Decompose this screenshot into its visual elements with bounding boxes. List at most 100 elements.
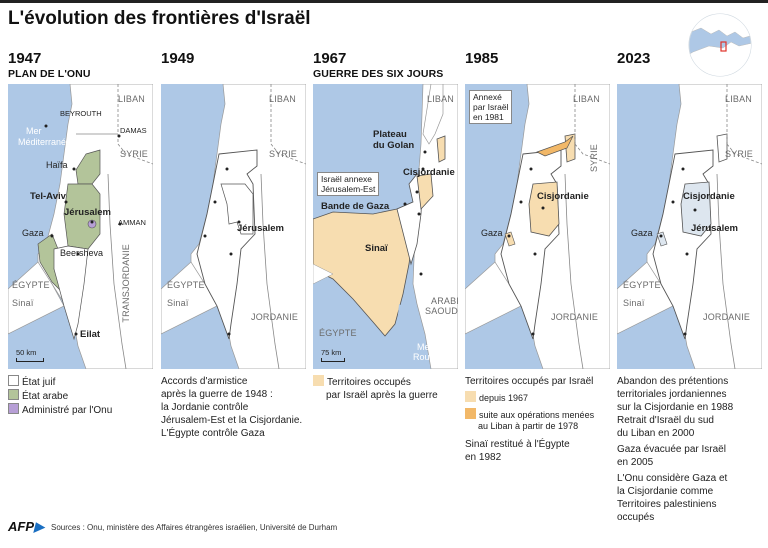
legend-item: État juif	[8, 375, 112, 389]
label-jerusalem: Jérusalem	[237, 223, 285, 234]
note-line: Sinaï restitué à l'Égypte	[465, 439, 570, 450]
callout-line-1: Israël annexe	[321, 174, 373, 184]
note-line: sur la Cisjordanie en 1988	[617, 402, 734, 413]
label-mediterranee: Méditerranée	[18, 137, 72, 147]
label-liban: LIBAN	[427, 94, 455, 104]
afp-brand: AFP	[8, 519, 34, 534]
year-2023: 2023	[617, 50, 651, 67]
label-syrie: SYRIE	[120, 149, 149, 159]
legend-label: État juif	[22, 377, 56, 388]
legend-item: Territoires occupés	[313, 375, 438, 389]
legend-item: État arabe	[8, 389, 112, 403]
swatch-etat-arabe	[8, 389, 19, 400]
label-syrie: SYRIE	[589, 144, 599, 173]
note-line: Accords d'armistice	[161, 376, 248, 387]
sources: Sources : Onu, ministère des Affaires ét…	[51, 523, 338, 532]
legend-title: Territoires occupés par Israël	[465, 376, 594, 387]
map-1967: LIBAN Plateau du Golan Cisjordanie Israë…	[313, 84, 458, 369]
legend-label: depuis 1967	[479, 393, 529, 403]
callout-line-3: en 1981	[473, 112, 504, 122]
label-cisjordanie: Cisjordanie	[683, 191, 735, 202]
label-liban: LIBAN	[269, 94, 297, 104]
label-beersheva: Beersheva	[60, 248, 104, 258]
legend-item: depuis 1967	[465, 391, 594, 405]
subtitle-1967: GUERRE DES SIX JOURS	[313, 68, 444, 80]
swatch-liban-1978	[465, 408, 476, 419]
label-cisjordanie: Cisjordanie	[537, 191, 589, 202]
label-syrie: SYRIE	[269, 149, 298, 159]
year-1967: 1967	[313, 50, 347, 67]
label-egypte: ÉGYPTE	[167, 280, 205, 290]
swatch-etat-juif	[8, 375, 19, 386]
scale-bar	[321, 358, 345, 362]
label-cisjordanie: Cisjordanie	[403, 167, 455, 178]
label-liban: LIBAN	[118, 94, 146, 104]
note-line: Gaza évacuée par Israël	[617, 444, 726, 455]
label-syrie: SYRIE	[725, 149, 754, 159]
note-line: Retrait d'Israël du sud	[617, 415, 714, 426]
label-jordanie: JORDANIE	[551, 312, 599, 322]
note-line: la Jordanie contrôle	[161, 402, 249, 413]
map-2023: LIBAN SYRIE Cisjordanie Gaza Jérusalem É…	[617, 84, 762, 369]
swatch-depuis-1967	[465, 391, 476, 402]
label-jordanie: JORDANIE	[251, 312, 299, 322]
legend-item: suite aux opérations menées	[465, 408, 594, 421]
label-sinai: Sinaï	[12, 298, 34, 308]
note-line: Abandon des prétentions	[617, 376, 729, 387]
label-mer: Mer	[26, 126, 42, 136]
label-beyrouth: BEYROUTH	[60, 109, 102, 118]
swatch-occupe-1967	[313, 375, 324, 386]
top-rule	[0, 0, 768, 3]
legend-label-cont: au Liban à partir de 1978	[478, 421, 579, 431]
legend-label: Administré par l'Onu	[22, 405, 113, 416]
year-1949: 1949	[161, 50, 195, 67]
subtitle-1947: PLAN DE L'ONU	[8, 68, 91, 80]
callout-annexe-golan: Annexé par Israël en 1981	[469, 90, 513, 124]
year-1985: 1985	[465, 50, 499, 67]
legend-item: Administré par l'Onu	[8, 403, 112, 417]
legend-1947: État juif État arabe Administré par l'On…	[8, 375, 112, 417]
note-line: en 2005	[617, 457, 654, 468]
note-line: L'Onu considère Gaza et	[617, 473, 728, 484]
note-line: après la guerre de 1948 :	[161, 389, 273, 400]
callout-line-1: Annexé	[473, 92, 502, 102]
globe-locator-map	[688, 13, 752, 77]
note-line: la Cisjordanie comme	[617, 486, 714, 497]
afp-logo-mark: ▶	[34, 519, 44, 534]
label-jerusalem: Jérusalem	[64, 207, 112, 218]
label-bande-gaza: Bande de Gaza	[321, 201, 390, 212]
label-sinai: Sinaï	[167, 298, 189, 308]
label-eilat: Eilat	[80, 329, 101, 340]
note-line: Jérusalem-Est et la Cisjordanie.	[161, 415, 303, 426]
map-1949: LIBAN SYRIE Jérusalem ÉGYPTE Sinaï JORDA…	[161, 84, 306, 369]
label-liban: LIBAN	[725, 94, 753, 104]
callout-annexe-jerusalem: Israël annexe Jérusalem-Est	[317, 172, 380, 196]
label-liban: LIBAN	[573, 94, 601, 104]
legend-label: Territoires occupés	[327, 377, 411, 388]
note-line: Territoires palestiniens	[617, 499, 717, 510]
legend-1967: Territoires occupés par Israël après la …	[313, 375, 438, 402]
label-jerusalem: Jérusalem	[691, 223, 739, 234]
label-egypte: ÉGYPTE	[12, 280, 50, 290]
legend-label-cont: par Israël après la guerre	[326, 390, 438, 401]
label-gaza: Gaza	[481, 228, 503, 238]
label-plateau: Plateau	[373, 129, 407, 140]
afp-logo: AFP▶	[8, 519, 44, 535]
label-egypte: ÉGYPTE	[623, 280, 661, 290]
label-gaza: Gaza	[631, 228, 653, 238]
map-1947: LIBAN BEYROUTH Mer Méditerranée DAMAS SY…	[8, 84, 153, 369]
legend-1985: Territoires occupés par Israël depuis 19…	[465, 375, 594, 464]
map-1985: LIBAN SYRIE Annexé par Israël en 1981 Ci…	[465, 84, 610, 369]
scale-bar	[16, 358, 44, 362]
note-line: territoriales jordaniennes	[617, 389, 727, 400]
note-2023: Abandon des prétentions territoriales jo…	[617, 375, 733, 524]
label-sinai: Sinaï	[623, 298, 645, 308]
label-jordanie: JORDANIE	[703, 312, 751, 322]
year-1947: 1947	[8, 50, 42, 67]
scale-label: 50 km	[16, 348, 37, 357]
label-mer: Mer	[417, 342, 433, 352]
legend-label: État arabe	[22, 391, 69, 402]
scale-label: 75 km	[321, 348, 342, 357]
label-saoudite: SAOUDITE	[425, 306, 458, 316]
note-line: occupés	[617, 512, 655, 523]
